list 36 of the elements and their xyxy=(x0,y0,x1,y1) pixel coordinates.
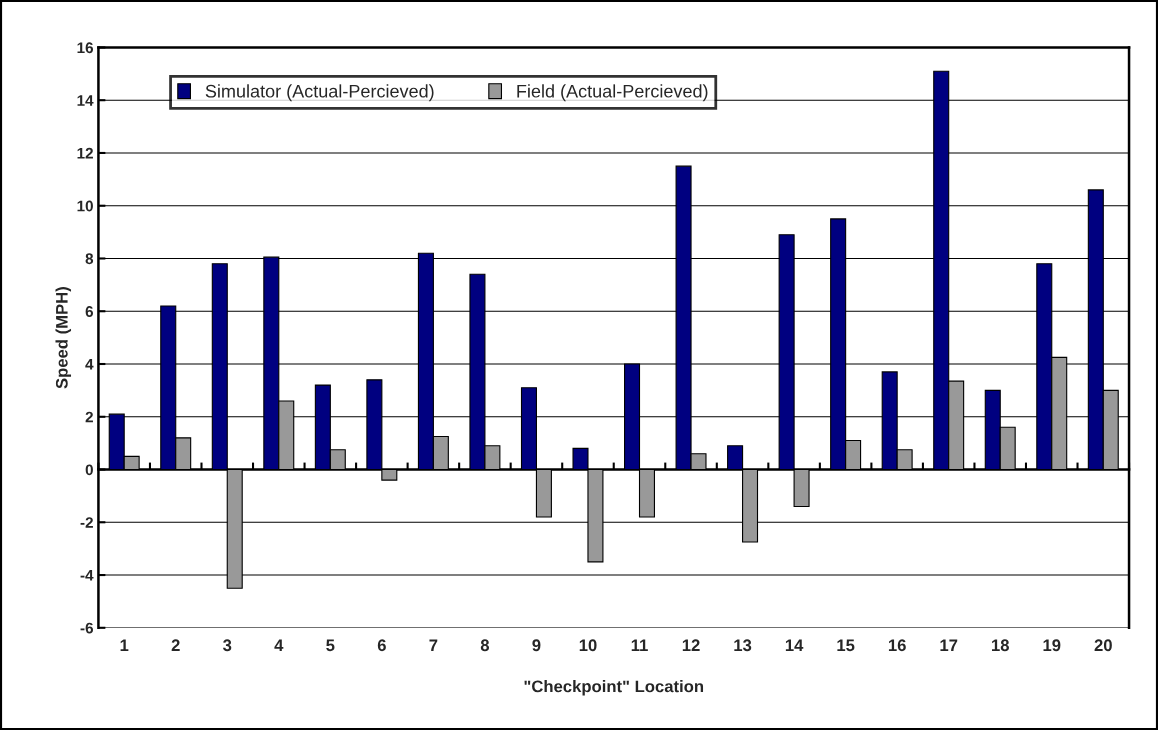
x-tick-label: 14 xyxy=(785,639,804,651)
x-tick-label: 13 xyxy=(734,639,752,652)
y-tick-label: 14 xyxy=(77,95,94,106)
legend-label: Field (Actual-Percieved) xyxy=(517,84,708,102)
x-tick-label: 10 xyxy=(579,639,597,652)
y-tick-label: 0 xyxy=(85,464,93,476)
y-tick-label: 6 xyxy=(85,306,94,317)
x-tick-label: 15 xyxy=(837,639,855,652)
y-tick-label: -4 xyxy=(80,570,94,581)
y-axis-title: Speed (MPH) xyxy=(55,287,72,389)
x-tick-label: 20 xyxy=(1094,639,1112,652)
x-tick-label: 7 xyxy=(429,639,438,651)
y-tick-label: 16 xyxy=(77,42,94,54)
x-tick-label: 11 xyxy=(631,639,648,651)
y-tick-label: 12 xyxy=(77,147,93,159)
x-tick-label: 12 xyxy=(682,639,700,651)
x-tick-label: 17 xyxy=(940,639,958,651)
x-tick-label: 18 xyxy=(992,639,1009,652)
x-tick-label: 9 xyxy=(532,639,541,652)
x-tick-label: 19 xyxy=(1043,639,1061,652)
x-axis-title: "Checkpoint" Location xyxy=(524,680,704,696)
x-tick-label: 2 xyxy=(171,639,180,651)
y-tick-label: 8 xyxy=(85,253,94,265)
legend-label: Simulator (Actual-Percieved) xyxy=(205,84,434,102)
x-tick-label: 6 xyxy=(377,639,386,652)
y-tick-label: 10 xyxy=(77,200,93,212)
x-tick-label: 16 xyxy=(888,639,906,652)
x-tick-label: 4 xyxy=(274,639,284,651)
y-tick-label: 4 xyxy=(85,359,94,370)
y-tick-label: -6 xyxy=(80,622,94,634)
x-tick-label: 1 xyxy=(120,639,129,651)
x-tick-label: 8 xyxy=(480,639,490,652)
y-tick-label: 2 xyxy=(85,411,93,423)
x-tick-label: 5 xyxy=(326,639,335,652)
x-tick-label: 3 xyxy=(223,639,232,652)
y-tick-label: -2 xyxy=(80,517,93,528)
